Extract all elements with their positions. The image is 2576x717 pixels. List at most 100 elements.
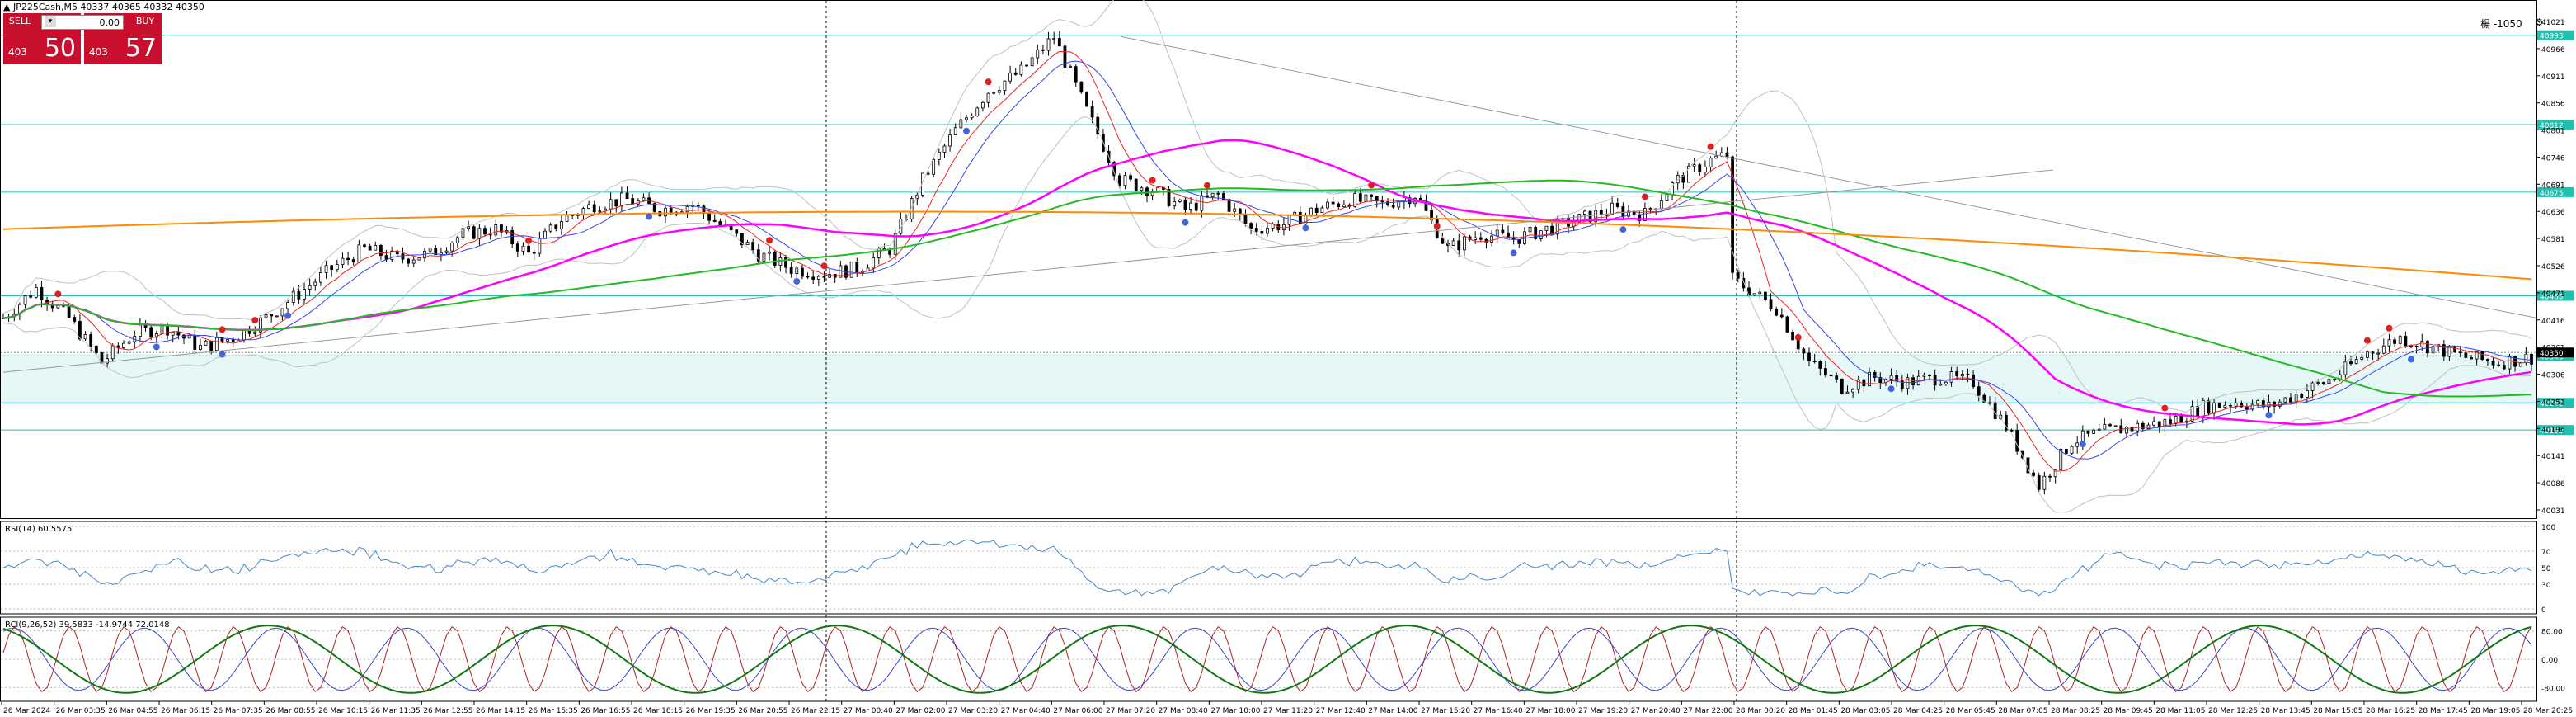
candle-body [1769,299,1773,310]
candle-body [510,230,515,245]
candle-body [1692,164,1696,167]
candle-body [1550,225,1554,235]
candle-body [521,245,525,252]
signal-dot-red [1707,143,1714,150]
candle-body [828,274,831,278]
candle-body [1528,227,1532,233]
candle-body [2371,351,2375,354]
gear-icon[interactable]: ⚙ [2535,17,2544,28]
candle-body [1523,231,1526,244]
candle-body [2169,419,2172,424]
time-tick-label: 27 Mar 18:00 [1525,707,1575,715]
signal-dot-red [525,237,533,244]
trendline [1121,36,2537,318]
signal-dot-red [219,326,226,333]
candle-body [970,116,974,119]
candle-body [1326,201,1329,209]
signal-dot-blue [153,343,160,351]
price-tick-label: 40086 [2541,480,2565,488]
candle-body [959,119,963,129]
candle-body [953,127,957,136]
candle-body [1249,223,1253,229]
time-tick-label: 28 Mar 01:45 [1789,707,1838,715]
candle-body [1736,271,1740,279]
candle-body [1145,187,1149,196]
candle-body [1845,391,1850,394]
candle-body [2212,402,2216,414]
candle-body [303,289,306,300]
candle-body [784,257,787,268]
candle-body [548,224,552,232]
candle-body [1835,375,1839,380]
candle-body [1648,208,1652,210]
candle-body [1779,314,1784,318]
candle-body [2420,341,2424,347]
candle-body [1227,199,1231,212]
candle-body [1254,228,1258,232]
candle-body [1123,175,1127,186]
signal-dot-red [1368,182,1375,189]
candle-body [1194,202,1198,211]
candle-body [515,243,519,252]
candle-body [620,192,623,207]
one-click-trading-panel[interactable]: SELL 403 50 BUY 403 57 0.00 ▾ [3,13,162,64]
candle-body [2010,429,2014,432]
lot-dropdown-icon[interactable]: ▾ [45,16,56,27]
candle-body [1665,194,1669,201]
candle-body [1856,379,1860,390]
candle-body [942,145,947,153]
candle-body [1206,195,1209,198]
candle-body [1287,215,1291,225]
signal-dot-blue [1182,219,1189,226]
candle-body [335,264,339,271]
candle-body [1260,231,1264,234]
time-tick-label: 27 Mar 22:00 [1683,707,1732,715]
signal-dot-blue [793,277,801,285]
candle-body [2387,339,2391,347]
candle-body [2015,430,2019,452]
candle-body [1588,210,1592,223]
candle-body [735,229,739,234]
price-tick-label: 40031 [2541,507,2565,516]
candle-body [1829,375,1833,377]
signal-dot-red [54,290,62,298]
candle-body [2491,360,2495,366]
candle-body [975,107,980,116]
time-tick-label: 26 Mar 15:35 [529,707,578,715]
candle-body [1386,201,1389,205]
candle-body [718,221,722,226]
candle-body [2086,430,2090,434]
time-tick-label: 26 Mar 18:15 [633,707,683,715]
candle-body [1501,229,1505,233]
buy-price-big: 57 [125,34,157,63]
rci-long-line [2,625,2532,694]
candle-body [2196,406,2200,417]
candle-body [801,267,804,277]
time-tick-label: 28 Mar 17:45 [2419,707,2468,715]
candle-body [2321,382,2325,384]
candle-body [1758,291,1762,295]
candle-body [795,267,799,274]
candle-body [762,252,766,262]
time-tick-label: 28 Mar 05:45 [1946,707,1995,715]
ma-magenta [2,139,2532,426]
price-tick-label: 40196 [2541,426,2565,434]
candle-body [1922,375,1926,377]
candle-body [1490,235,1493,243]
candle-body [1704,166,1707,172]
candle-body [1977,386,1981,396]
signal-dot-blue [646,213,653,220]
corner-info: 楊 -1050 [2480,18,2522,30]
time-tick-label: 26 Mar 22:15 [791,707,840,715]
sell-button[interactable]: SELL 403 50 [3,13,81,64]
candle-body [1681,174,1685,183]
price-tick-label: 40526 [2541,263,2565,271]
candle-body [2059,449,2063,470]
candle-body [664,207,667,217]
signal-dot-red [251,317,259,324]
candle-body [1960,374,1964,377]
lot-size-input[interactable]: 0.00 [41,15,124,30]
candle-body [2070,446,2074,454]
